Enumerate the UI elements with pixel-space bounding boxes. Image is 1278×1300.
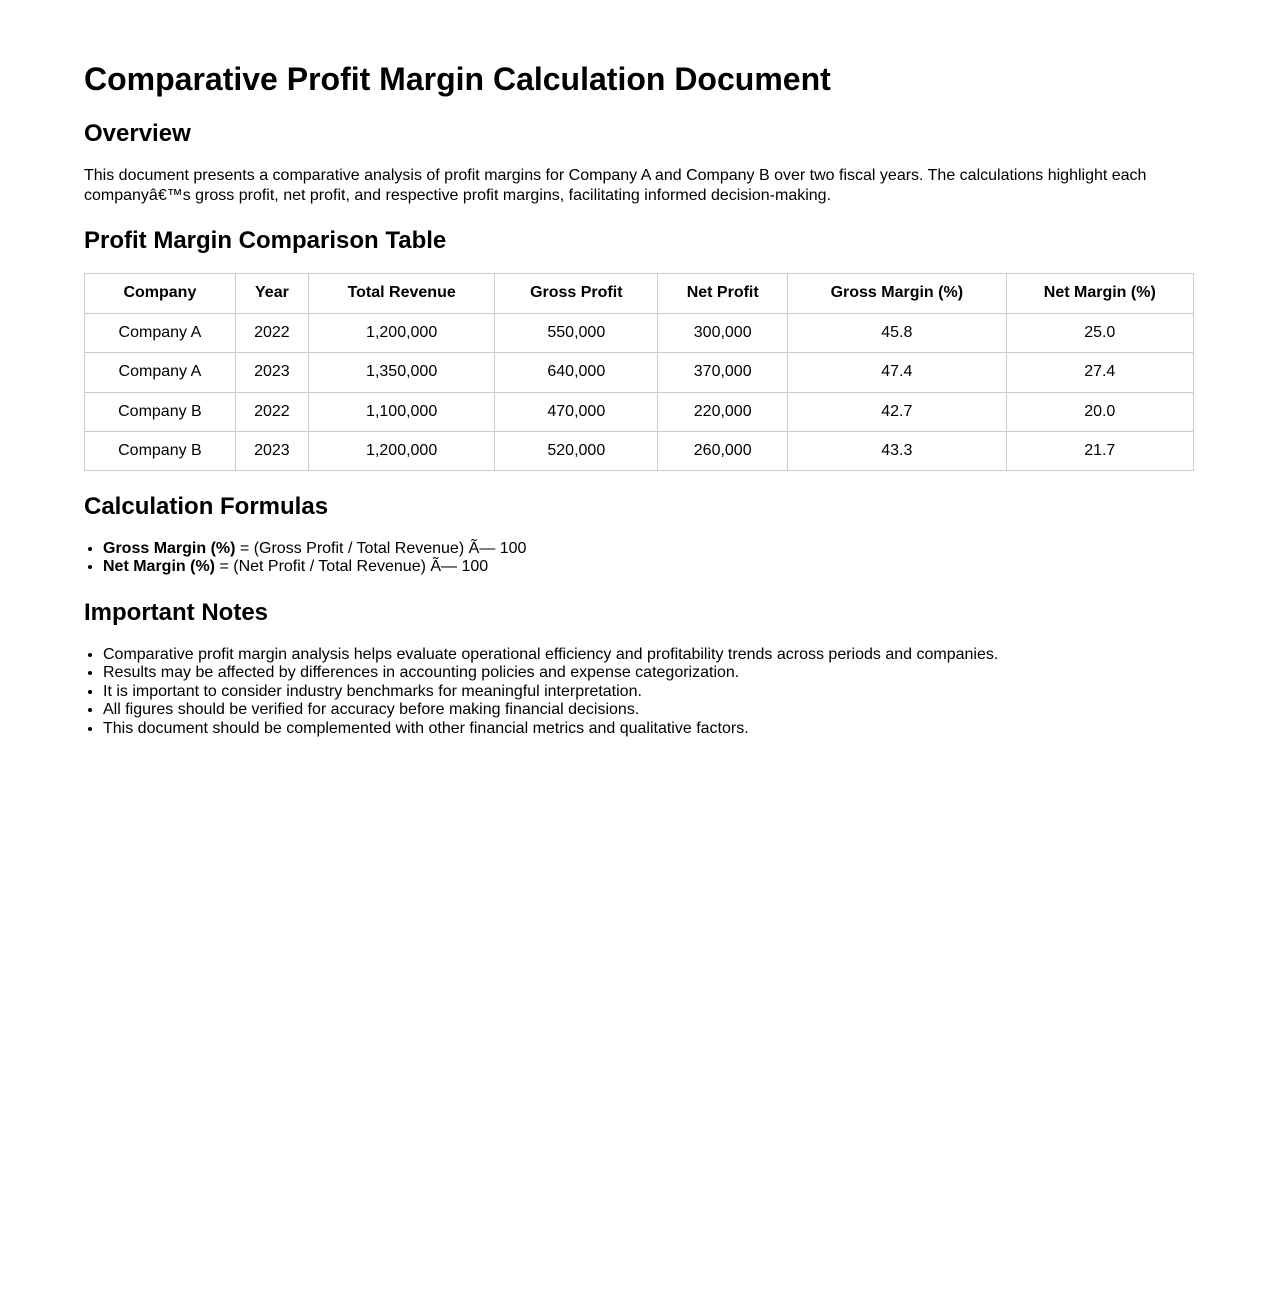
table-cell: 45.8 — [787, 312, 1007, 354]
table-cell: 220,000 — [657, 391, 789, 432]
table-cell: 370,000 — [657, 352, 789, 393]
column-header-net-profit: Net Profit — [657, 273, 789, 314]
table-cell: 470,000 — [494, 391, 659, 432]
table-cell: 2023 — [234, 352, 310, 393]
table-cell: 640,000 — [494, 352, 659, 393]
column-header-total-revenue: Total Revenue — [307, 273, 496, 314]
table-cell: 27.4 — [1005, 352, 1195, 393]
table-header-row: Company Year Total Revenue Gross Profit Net … — [84, 273, 1195, 314]
table-row: Company B 2023 1,200,000 520,000 260,000 43.3… — [84, 430, 1195, 472]
table-cell: 300,000 — [657, 312, 789, 354]
table-cell: 42.7 — [787, 391, 1007, 432]
table-cell: 20.0 — [1005, 391, 1195, 432]
column-header-year: Year — [234, 273, 310, 314]
table-cell: 1,100,000 — [307, 391, 496, 432]
overview-paragraph: This document presents a comparative ana… — [84, 167, 1147, 204]
formula-item: Gross Margin (%) = (Gross Profit / Total… — [103, 540, 1194, 559]
column-header-gross-margin: Gross Margin (%) — [787, 273, 1007, 314]
table-cell: 520,000 — [494, 430, 659, 472]
table-cell: 2023 — [234, 430, 310, 472]
table-cell: 550,000 — [494, 312, 659, 354]
table-cell: Company B — [84, 391, 236, 432]
note-item: Results may be affected by differences i… — [103, 664, 1194, 683]
table-row: Company A 2023 1,350,000 640,000 370,000 47.4… — [84, 352, 1195, 393]
table-cell: 21.7 — [1005, 430, 1195, 472]
note-item: It is important to consider industry ben… — [103, 683, 1194, 702]
table-cell: 43.3 — [787, 430, 1007, 472]
formulas-heading: Calculation Formulas — [84, 493, 329, 521]
table-cell: Company A — [84, 352, 236, 393]
table-cell: 25.0 — [1005, 312, 1195, 354]
notes-list: Comparative profit margin analysis helps… — [84, 646, 1194, 739]
formula-term: Net Margin (%) — [103, 558, 215, 576]
formula-term: Gross Margin (%) — [103, 539, 236, 557]
table-cell: 1,200,000 — [307, 430, 496, 472]
note-item: Comparative profit margin analysis helps… — [103, 646, 1194, 665]
formulas-list: Gross Margin (%) = (Gross Profit / Total… — [84, 540, 1194, 577]
page-title: Comparative Profit Margin Calculation Do… — [84, 61, 831, 97]
note-item: This document should be complemented wit… — [103, 720, 1194, 739]
table-cell: 47.4 — [787, 352, 1007, 393]
table-cell: 1,350,000 — [307, 352, 496, 393]
table-cell: Company B — [84, 430, 236, 472]
notes-heading: Important Notes — [84, 599, 269, 626]
table-cell: 260,000 — [657, 430, 789, 472]
table-row: Company A 2022 1,200,000 550,000 300,000 45.8… — [84, 312, 1195, 354]
table-row: Company B 2022 1,100,000 470,000 220,000 42.7… — [84, 391, 1195, 432]
column-header-net-margin: Net Margin (%) — [1005, 273, 1195, 314]
column-header-gross-profit: Gross Profit — [494, 273, 659, 314]
table-header: Company Year Total Revenue Gross Profit Net … — [84, 273, 1195, 314]
table-cell: 2022 — [234, 312, 310, 354]
profit-margin-table: Company Year Total Revenue Gross Profit Net … — [84, 273, 1195, 472]
table-cell: 2022 — [234, 391, 310, 432]
table-section-heading: Profit Margin Comparison Table — [84, 226, 447, 254]
note-item: All figures should be verified for accur… — [103, 701, 1194, 720]
table-cell: Company A — [84, 312, 236, 354]
table-cell: 1,200,000 — [307, 312, 496, 354]
overview-heading: Overview — [84, 119, 191, 147]
formula-item: Net Margin (%) = (Net Profit / Total Rev… — [103, 558, 1194, 577]
table-body: Company A 2022 1,200,000 550,000 300,000 45.8… — [84, 312, 1195, 472]
column-header-company: Company — [84, 273, 236, 314]
